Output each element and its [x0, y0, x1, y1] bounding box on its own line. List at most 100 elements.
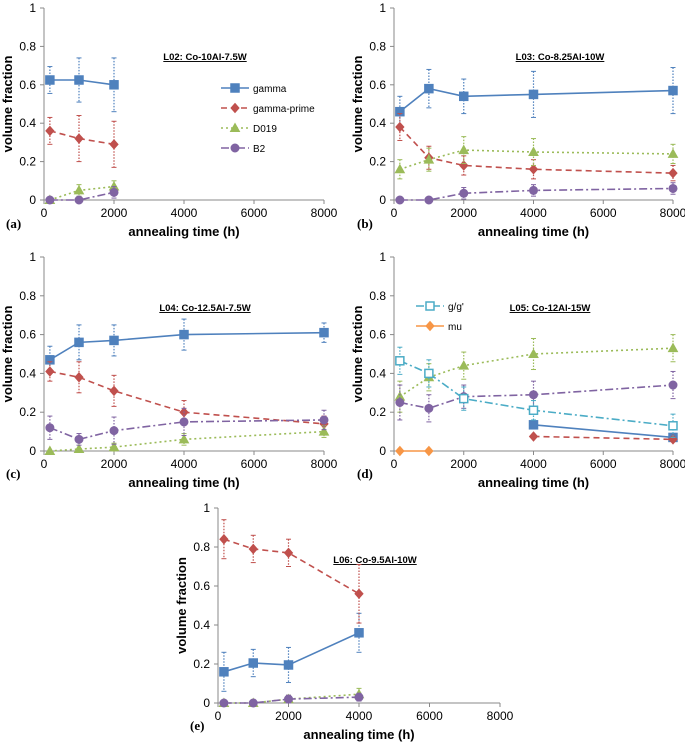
y-tick-label: 0.4 [193, 618, 210, 632]
panel-label: (c) [6, 466, 20, 481]
y-tick-label: 0.6 [193, 579, 210, 593]
legend-item-label: gamma [253, 84, 287, 95]
legend-item-label: g/g' [448, 302, 464, 313]
data-point [109, 187, 119, 197]
chart-title: L03: Co-8.25Al-10W [516, 52, 605, 63]
y-tick-label: 0.8 [193, 540, 210, 554]
legend-marker [229, 122, 241, 132]
legend-item-label: B2 [253, 144, 266, 155]
legend-marker [230, 102, 240, 114]
y-tick-label: 0.8 [19, 289, 36, 303]
data-point [528, 348, 539, 358]
panel-label: (d) [357, 466, 373, 481]
y-tick-label: 1 [379, 1, 386, 15]
data-point [528, 146, 539, 156]
data-point [668, 85, 678, 96]
data-point [45, 355, 55, 365]
data-point [459, 393, 469, 404]
data-point [354, 692, 364, 702]
panel-label: (b) [357, 216, 373, 231]
y-tick-label: 0.8 [369, 39, 386, 53]
y-tick-label: 0.6 [369, 78, 386, 92]
y-tick-label: 0.2 [193, 657, 210, 671]
y-tick-label: 0.8 [369, 289, 386, 303]
series-gamma_prime [219, 519, 364, 624]
data-point [179, 329, 189, 340]
data-point [73, 184, 85, 195]
series-line [223, 696, 360, 704]
y-tick-label: 0.2 [19, 155, 36, 169]
x-tick-label: 0 [41, 457, 48, 471]
y-tick-label: 0.6 [19, 328, 36, 342]
series-gamma [45, 57, 119, 113]
y-tick-label: 0.2 [369, 155, 386, 169]
data-point [354, 628, 364, 638]
legend-marker [425, 301, 435, 311]
series-g_gprime [395, 346, 678, 438]
y-tick-label: 0.4 [19, 116, 36, 130]
chart-panel-c: 0 0.2 0.4 0.6 0.8 1 0 2000 4000 6000 8000 annealing… [0, 250, 338, 490]
data-point [354, 588, 364, 600]
legend-marker [425, 320, 435, 332]
data-point [109, 335, 119, 346]
data-point [45, 195, 55, 205]
series-line [533, 435, 674, 441]
x-tick-label: 2000 [101, 206, 128, 220]
data-point [529, 185, 538, 195]
y-tick-label: 0 [29, 444, 36, 458]
series-b2 [395, 182, 678, 205]
data-point [319, 327, 329, 338]
data-point [395, 356, 405, 366]
data-point [424, 83, 434, 94]
y-tick-label: 0.2 [369, 405, 386, 419]
x-tick-label: 6000 [241, 457, 268, 471]
legend-item-label: gamma-prime [253, 104, 315, 115]
series-line [223, 632, 360, 673]
data-point [394, 163, 406, 174]
x-axis-label: annealing time (h) [303, 727, 414, 742]
data-point [424, 195, 434, 205]
x-tick-label: 8000 [660, 457, 685, 471]
data-point [219, 667, 229, 677]
series-line [49, 370, 325, 425]
x-tick-label: 8000 [660, 206, 685, 220]
chart-panel-a: 0 0.2 0.4 0.6 0.8 1 0 2000 4000 6000 8000 annealing… [0, 1, 338, 239]
series-line [49, 430, 325, 452]
data-point [395, 398, 405, 407]
x-tick-label: 8000 [487, 709, 514, 723]
data-point [528, 420, 539, 430]
y-tick-label: 0 [203, 696, 210, 710]
data-point [319, 415, 329, 425]
data-point [44, 445, 56, 455]
chart-panel-e: 0 0.2 0.4 0.6 0.8 1 0 2000 4000 6000 8000 annealing… [174, 501, 514, 742]
data-point [219, 698, 229, 708]
data-point [423, 154, 435, 164]
legend-marker [230, 83, 240, 93]
data-point [459, 91, 469, 102]
data-point [458, 144, 470, 155]
x-tick-label: 0 [391, 457, 398, 471]
data-point [528, 89, 539, 100]
legend: g/g' mu [416, 301, 464, 333]
data-point [424, 445, 434, 457]
x-axis-label: annealing time (h) [128, 475, 239, 490]
data-point [45, 366, 55, 377]
series-b2 [219, 692, 364, 708]
y-axis-label: volume fraction [0, 56, 15, 153]
data-point [74, 337, 84, 348]
y-axis-label: volume fraction [350, 306, 365, 403]
data-point [395, 121, 405, 133]
y-tick-label: 0.6 [369, 328, 386, 342]
data-point [45, 423, 55, 433]
x-tick-label: 0 [391, 206, 398, 220]
data-point [528, 405, 539, 416]
x-tick-label: 2000 [101, 457, 128, 471]
data-point [424, 368, 434, 379]
series-gamma_prime [395, 113, 678, 182]
data-point [45, 75, 55, 85]
series-line [49, 191, 115, 201]
data-point [395, 106, 405, 117]
data-point [108, 441, 120, 452]
series-line [399, 126, 674, 174]
